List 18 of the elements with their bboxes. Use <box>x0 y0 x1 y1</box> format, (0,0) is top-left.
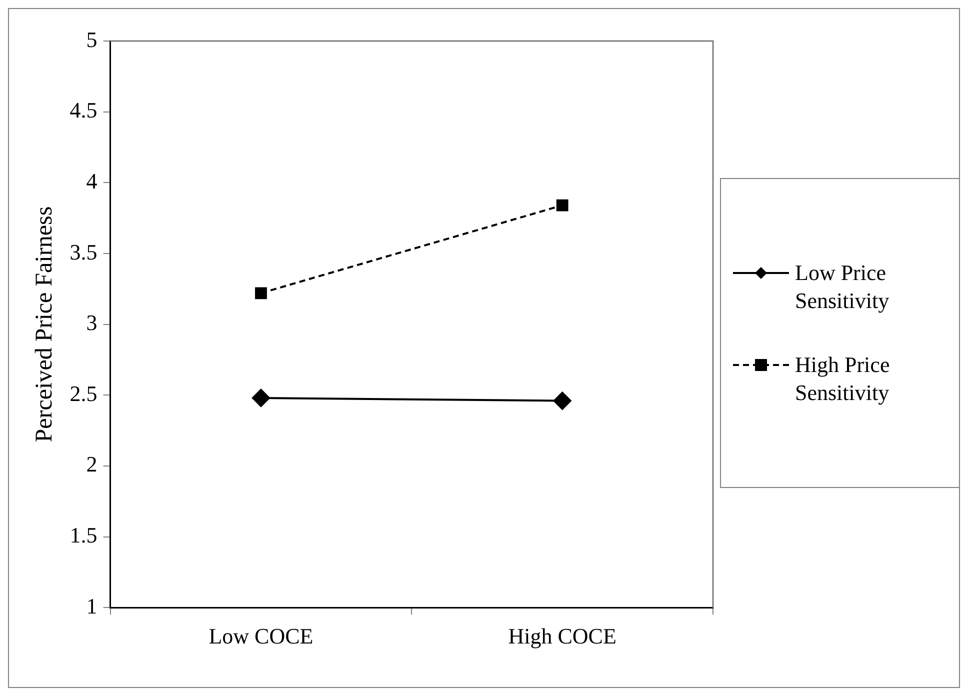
point <box>556 199 568 212</box>
y-tick-label: 3.5 <box>70 239 98 264</box>
y-tick-label: 4.5 <box>70 98 98 123</box>
point <box>255 287 267 300</box>
y-tick-label: 3 <box>86 310 98 336</box>
legend-label: Low Price Sensitivity <box>795 259 890 315</box>
x-tick-label: High COCE <box>508 624 616 649</box>
x-tick-label: Low COCE <box>208 624 314 649</box>
y-tick-label: 2 <box>86 452 98 477</box>
point <box>553 392 572 410</box>
y-tick-label: 2.5 <box>70 380 98 406</box>
point <box>252 388 270 407</box>
y-tick-label: 1 <box>86 593 98 618</box>
y-tick-label: 4 <box>86 168 98 194</box>
y-axis-title: Perceived Price Fairness <box>32 206 58 442</box>
y-tick-label: 5 <box>86 26 98 52</box>
y-tick-label: 1.5 <box>70 522 98 548</box>
legend-label: High Price Sensitivity <box>795 351 891 407</box>
